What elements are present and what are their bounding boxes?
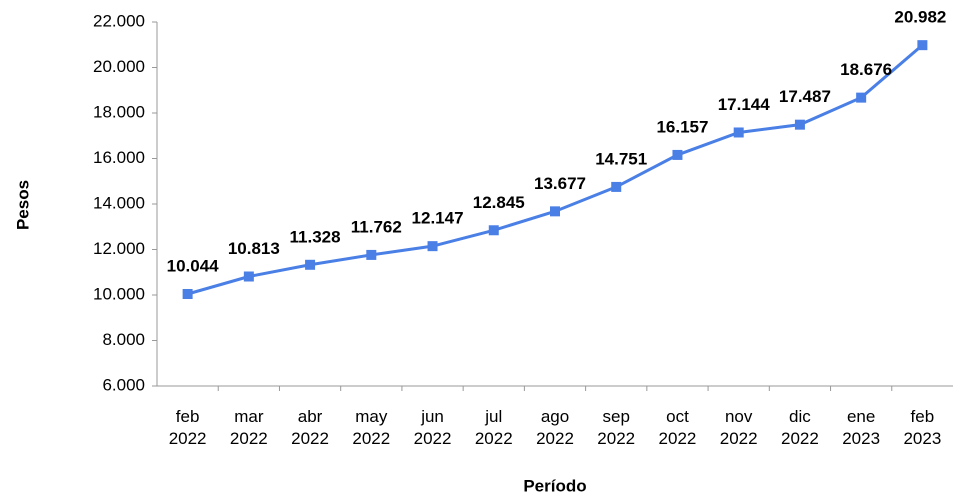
marker bbox=[917, 40, 928, 51]
y-tick-label: 14.000 bbox=[93, 193, 145, 212]
y-tick-label: 20.000 bbox=[93, 57, 145, 76]
x-tick-label: jun 2022 bbox=[413, 407, 452, 448]
x-tick-label: feb 2023 bbox=[903, 407, 942, 448]
marker bbox=[672, 149, 683, 160]
marker bbox=[305, 259, 316, 270]
value-label: 20.982 bbox=[894, 8, 946, 27]
marker bbox=[243, 271, 254, 282]
value-label: 10.044 bbox=[167, 256, 220, 275]
x-tick-label: ago 2022 bbox=[536, 407, 574, 448]
x-tick-label: abr 2022 bbox=[291, 407, 329, 448]
marker bbox=[488, 225, 499, 236]
x-axis-label: Período bbox=[523, 476, 586, 495]
x-tick-label: may 2022 bbox=[352, 407, 391, 448]
x-tick-label: oct 2022 bbox=[658, 407, 697, 448]
y-tick-label: 22.000 bbox=[93, 11, 145, 30]
value-label: 13.677 bbox=[534, 174, 586, 193]
marker bbox=[794, 119, 805, 130]
value-label: 12.845 bbox=[473, 193, 525, 212]
y-tick-label: 12.000 bbox=[93, 239, 145, 258]
x-tick-label: feb 2022 bbox=[168, 407, 207, 448]
value-label: 18.676 bbox=[840, 60, 892, 79]
y-tick-label: 6.000 bbox=[102, 375, 145, 394]
marker bbox=[366, 249, 377, 260]
marker bbox=[182, 288, 193, 299]
line bbox=[187, 44, 924, 296]
y-tick-label: 8.000 bbox=[102, 330, 145, 349]
x-tick-label: mar 2022 bbox=[229, 407, 268, 448]
value-label: 17.144 bbox=[718, 95, 771, 114]
value-label: 11.328 bbox=[290, 227, 341, 246]
y-tick-label: 18.000 bbox=[93, 102, 145, 121]
value-label: 12.147 bbox=[412, 209, 464, 228]
value-label: 11.762 bbox=[351, 217, 402, 236]
x-tick-label: jul 2022 bbox=[474, 407, 513, 448]
marker bbox=[856, 92, 867, 103]
marker bbox=[733, 127, 744, 138]
y-tick-label: 10.000 bbox=[93, 284, 145, 303]
x-tick-label: ene 2023 bbox=[842, 407, 881, 448]
value-label: 10.813 bbox=[228, 239, 280, 258]
y-tick-label: 16.000 bbox=[93, 148, 145, 167]
marker bbox=[611, 181, 622, 192]
x-tick-label: nov 2022 bbox=[719, 407, 758, 448]
x-tick-label: dic 2022 bbox=[781, 407, 819, 448]
value-label: 16.157 bbox=[656, 117, 708, 136]
value-label: 14.751 bbox=[595, 149, 647, 168]
y-axis-label: Pesos bbox=[13, 180, 32, 230]
marker bbox=[550, 206, 560, 217]
marker bbox=[427, 241, 438, 252]
value-label: 17.487 bbox=[779, 87, 831, 106]
x-tick-label: sep 2022 bbox=[597, 407, 636, 448]
